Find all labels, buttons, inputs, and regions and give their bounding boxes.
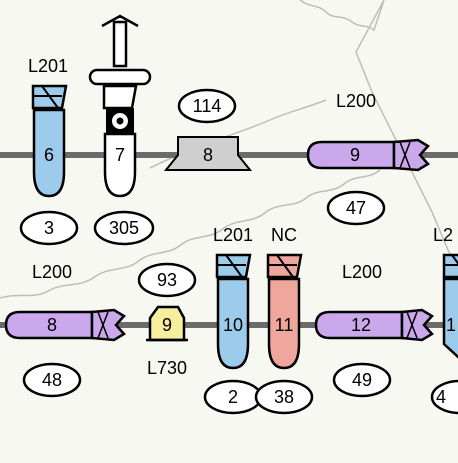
device-label: L2: [433, 225, 453, 245]
count-badge-value: 3: [44, 218, 54, 238]
device-body: [306, 140, 396, 170]
device-8-row1[interactable]: 114 8: [163, 88, 253, 171]
device-label: L200: [342, 262, 382, 282]
count-badge: [22, 362, 82, 398]
count-badge-value: 48: [42, 370, 62, 390]
device-10-row2[interactable]: L201 10 2: [203, 225, 263, 415]
device-number: 1: [446, 315, 456, 335]
device-label: L201: [28, 56, 68, 76]
device-body-lower: [103, 132, 137, 198]
device-cap: [88, 68, 152, 86]
device-body-lower: [32, 108, 66, 198]
count-badge: [254, 379, 314, 415]
count-badge-value: 305: [109, 218, 139, 238]
count-badge-value: 47: [346, 198, 366, 218]
device-number: 8: [47, 315, 57, 335]
handle-icon: [101, 14, 139, 68]
device-label: L730: [147, 358, 187, 378]
count-badge-value: 49: [352, 370, 372, 390]
device-9-row2[interactable]: 93 9 L730: [137, 262, 197, 378]
device-7-row1[interactable]: 7 305: [88, 14, 155, 246]
device-number: 8: [203, 145, 213, 165]
count-badge-value: 4: [436, 387, 446, 407]
device-8-row2[interactable]: L200 8 48: [4, 262, 126, 398]
count-badge-value: 2: [228, 387, 238, 407]
device-12-row2[interactable]: L200 12 49: [314, 262, 434, 398]
count-badge-value: 114: [193, 96, 222, 116]
device-body-lower: [442, 277, 458, 359]
device-label: L200: [32, 262, 72, 282]
device-body-lower: [216, 277, 250, 370]
device-label: L200: [336, 91, 376, 111]
count-badge: [93, 210, 155, 246]
count-badge-value: 38: [274, 387, 294, 407]
device-number: 12: [351, 315, 371, 335]
device-body: [4, 310, 94, 340]
device-13-row2-partial[interactable]: L2 1 4: [430, 225, 458, 415]
device-6-row1[interactable]: L201 6 3: [19, 56, 79, 246]
device-number: 6: [44, 145, 54, 165]
device-number: 9: [350, 145, 360, 165]
device-body: [163, 136, 253, 171]
count-badge: [430, 379, 458, 415]
device-11-row2[interactable]: NC 11 38: [254, 225, 314, 415]
device-body-lower: [267, 277, 301, 370]
count-badge: [19, 210, 79, 246]
count-badge: [332, 362, 392, 398]
count-badge-value: 93: [157, 270, 177, 290]
device-number: 9: [162, 315, 172, 335]
device-9-row1[interactable]: L200 9 47: [306, 91, 430, 226]
device-number: 10: [223, 315, 243, 335]
device-label: NC: [271, 225, 297, 245]
boundary-line-diagonal: [0, 169, 381, 299]
device-number: 7: [115, 145, 125, 165]
device-body: [314, 310, 404, 340]
device-label: L201: [213, 225, 253, 245]
count-badge: [326, 190, 386, 226]
device-number: 11: [275, 315, 294, 335]
count-badge: [177, 88, 237, 124]
boundary-line-top: [299, 0, 385, 32]
device-body: [102, 84, 138, 110]
count-badge: [137, 262, 197, 298]
